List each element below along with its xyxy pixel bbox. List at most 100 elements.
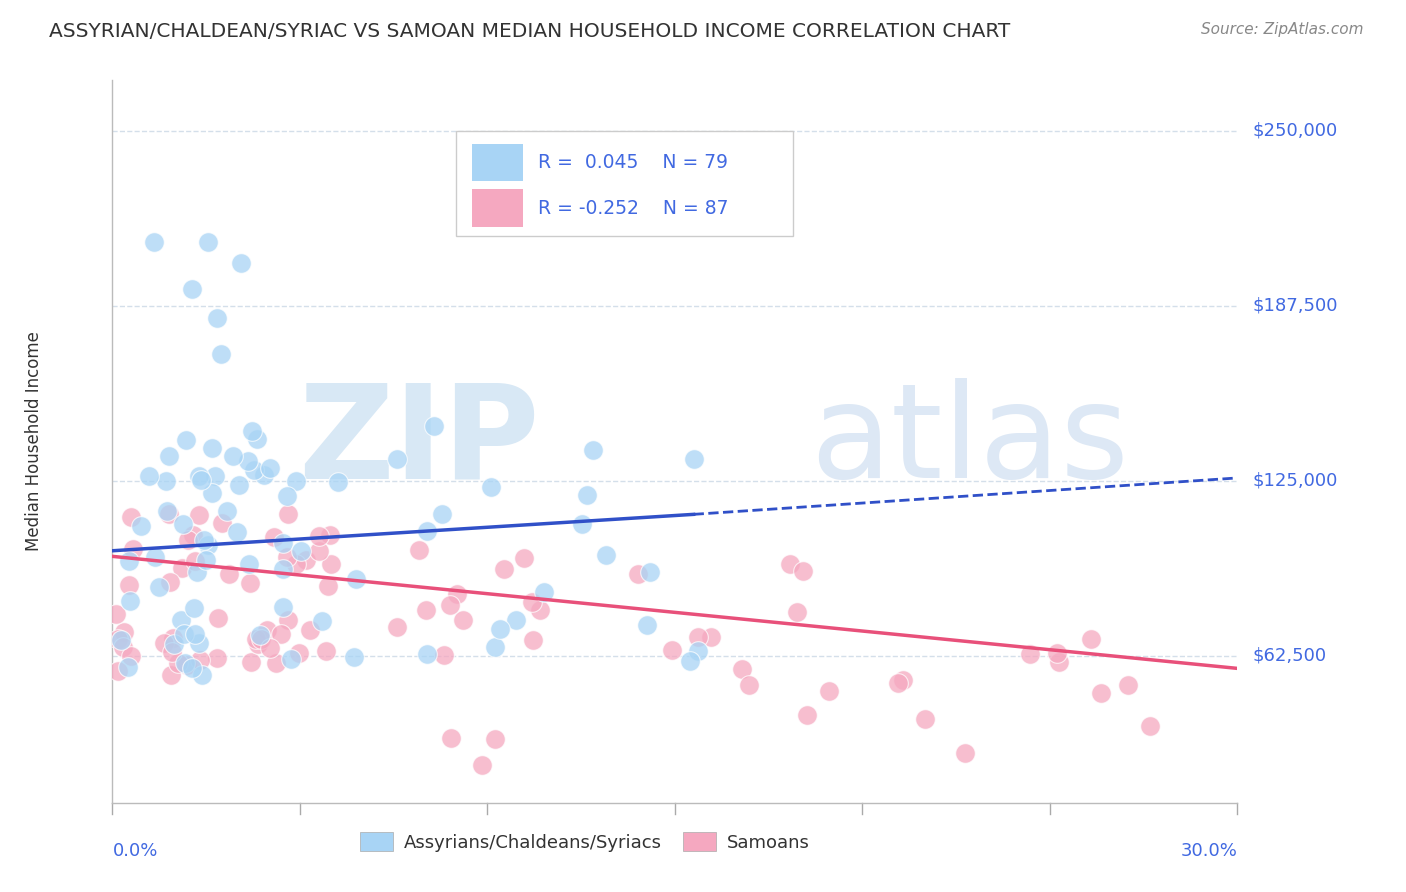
Point	[471, 758, 494, 772]
Point	[277, 613, 299, 627]
Point	[738, 678, 761, 692]
Point	[181, 661, 204, 675]
Point	[247, 637, 270, 651]
Point	[522, 595, 544, 609]
Point	[489, 622, 512, 636]
Point	[160, 667, 183, 681]
Point	[197, 538, 219, 552]
Point	[1090, 685, 1112, 699]
Point	[571, 517, 593, 532]
Point	[533, 584, 555, 599]
Point	[157, 449, 180, 463]
Point	[285, 558, 308, 572]
Point	[183, 600, 205, 615]
Point	[107, 664, 129, 678]
Point	[287, 646, 309, 660]
Point	[298, 623, 321, 637]
Point	[263, 531, 285, 545]
Point	[117, 659, 139, 673]
Text: R =  0.045    N = 79: R = 0.045 N = 79	[537, 153, 728, 172]
Point	[326, 475, 349, 489]
Point	[280, 652, 302, 666]
Point	[172, 516, 194, 531]
Point	[120, 594, 142, 608]
Point	[209, 347, 232, 361]
Point	[156, 503, 179, 517]
Point	[259, 461, 281, 475]
Point	[627, 566, 650, 581]
Point	[162, 631, 184, 645]
Point	[187, 508, 209, 522]
Point	[190, 473, 212, 487]
Text: Median Household Income: Median Household Income	[25, 332, 42, 551]
Point	[184, 554, 207, 568]
Point	[183, 627, 205, 641]
Point	[522, 633, 544, 648]
Point	[1047, 655, 1070, 669]
Point	[581, 442, 603, 457]
Point	[321, 558, 343, 572]
Point	[238, 454, 260, 468]
Point	[416, 524, 439, 538]
Point	[422, 418, 444, 433]
Point	[1139, 719, 1161, 733]
Point	[284, 475, 307, 489]
Point	[271, 562, 294, 576]
Point	[218, 566, 240, 581]
Text: ZIP: ZIP	[298, 378, 540, 505]
Point	[148, 580, 170, 594]
Point	[155, 474, 177, 488]
Legend: Assyrians/Chaldeans/Syriacs, Samoans: Assyrians/Chaldeans/Syriacs, Samoans	[353, 825, 817, 859]
Point	[207, 611, 229, 625]
Point	[786, 605, 808, 619]
Point	[226, 524, 249, 539]
Point	[430, 507, 453, 521]
Point	[308, 529, 330, 543]
Point	[215, 504, 238, 518]
Point	[222, 449, 245, 463]
Point	[779, 557, 801, 571]
Point	[686, 630, 709, 644]
Point	[181, 282, 204, 296]
Point	[138, 469, 160, 483]
Text: 0.0%: 0.0%	[112, 842, 157, 860]
Point	[176, 658, 198, 673]
Point	[1019, 647, 1042, 661]
Point	[242, 424, 264, 438]
Point	[914, 712, 936, 726]
Point	[513, 550, 536, 565]
Point	[239, 575, 262, 590]
Point	[188, 636, 211, 650]
Point	[186, 565, 208, 579]
Point	[1080, 632, 1102, 646]
Text: Source: ZipAtlas.com: Source: ZipAtlas.com	[1201, 22, 1364, 37]
Point	[197, 235, 219, 249]
Text: $250,000: $250,000	[1253, 121, 1337, 140]
Point	[246, 433, 269, 447]
Point	[433, 648, 456, 663]
Point	[243, 463, 266, 477]
Point	[188, 653, 211, 667]
Point	[311, 614, 333, 628]
Point	[595, 548, 617, 562]
Point	[953, 746, 976, 760]
Point	[259, 640, 281, 655]
Point	[205, 651, 228, 665]
Point	[112, 624, 135, 639]
Point	[201, 441, 224, 455]
Point	[270, 627, 292, 641]
Point	[166, 657, 188, 671]
Point	[638, 565, 661, 579]
Point	[529, 603, 551, 617]
Point	[153, 635, 176, 649]
Point	[129, 518, 152, 533]
Point	[157, 508, 180, 522]
Point	[344, 572, 367, 586]
Point	[112, 640, 135, 654]
Point	[505, 613, 527, 627]
Point	[239, 655, 262, 669]
Point	[211, 516, 233, 531]
Point	[170, 613, 193, 627]
Point	[484, 732, 506, 747]
Point	[238, 557, 260, 571]
